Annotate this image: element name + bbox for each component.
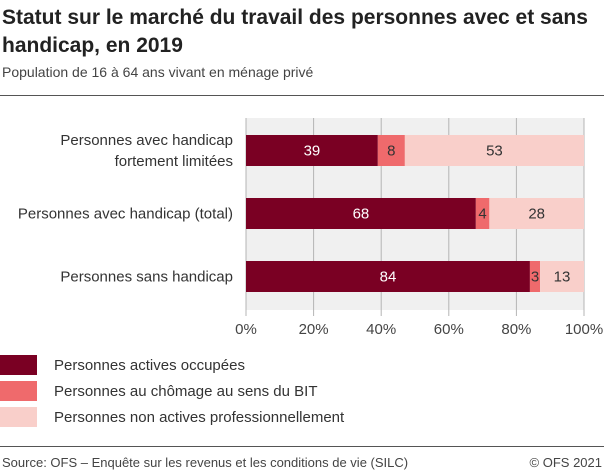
legend: Personnes actives occupées Personnes au … — [0, 352, 344, 430]
category-label: Personnes avec handicap — [60, 132, 233, 149]
bar-segment — [377, 135, 405, 166]
copyright: © OFS 2021 — [529, 455, 602, 470]
data-label: 8 — [387, 143, 395, 160]
bar-segment — [246, 261, 530, 292]
x-tick-label: 100% — [565, 321, 603, 338]
source-note: Source: OFS – Enquête sur les revenus et… — [2, 455, 409, 470]
category-label: Personnes avec handicap (total) — [18, 206, 233, 223]
x-tick-label: 40% — [366, 321, 396, 338]
legend-item: Personnes non actives professionnellemen… — [0, 404, 344, 430]
bar-segment — [489, 198, 584, 229]
legend-swatch — [0, 407, 37, 427]
bar-segment — [246, 135, 378, 166]
legend-label: Personnes au chômage au sens du BIT — [54, 382, 318, 400]
legend-swatch — [0, 381, 37, 401]
data-label: 4 — [478, 206, 486, 223]
header-divider — [0, 95, 604, 96]
footer-divider — [0, 446, 604, 447]
data-label: 39 — [304, 143, 321, 160]
data-label: 3 — [531, 269, 539, 286]
data-label: 28 — [528, 206, 545, 223]
legend-item: Personnes au chômage au sens du BIT — [0, 378, 344, 404]
legend-item: Personnes actives occupées — [0, 352, 344, 378]
bar-segment — [404, 135, 584, 166]
category-label: Personnes sans handicap — [60, 269, 233, 286]
x-tick-label: 20% — [299, 321, 329, 338]
chart-subtitle: Population de 16 à 64 ans vivant en ména… — [2, 64, 314, 80]
chart-title: Statut sur le marché du travail des pers… — [2, 6, 588, 57]
x-tick-label: 80% — [501, 321, 531, 338]
x-tick-label: 60% — [434, 321, 464, 338]
category-label: fortement limitées — [115, 153, 233, 170]
x-tick-label: 0% — [235, 321, 257, 338]
bar-segment — [475, 198, 490, 229]
data-label: 84 — [380, 269, 397, 286]
legend-label: Personnes non actives professionnellemen… — [54, 408, 345, 426]
legend-label: Personnes actives occupées — [54, 356, 245, 374]
bar-segment — [529, 261, 541, 292]
bar-segment — [540, 261, 584, 292]
legend-swatch — [0, 355, 37, 375]
data-label: 68 — [353, 206, 370, 223]
bar-segment — [246, 198, 476, 229]
data-label: 13 — [554, 269, 571, 286]
data-label: 53 — [486, 143, 503, 160]
